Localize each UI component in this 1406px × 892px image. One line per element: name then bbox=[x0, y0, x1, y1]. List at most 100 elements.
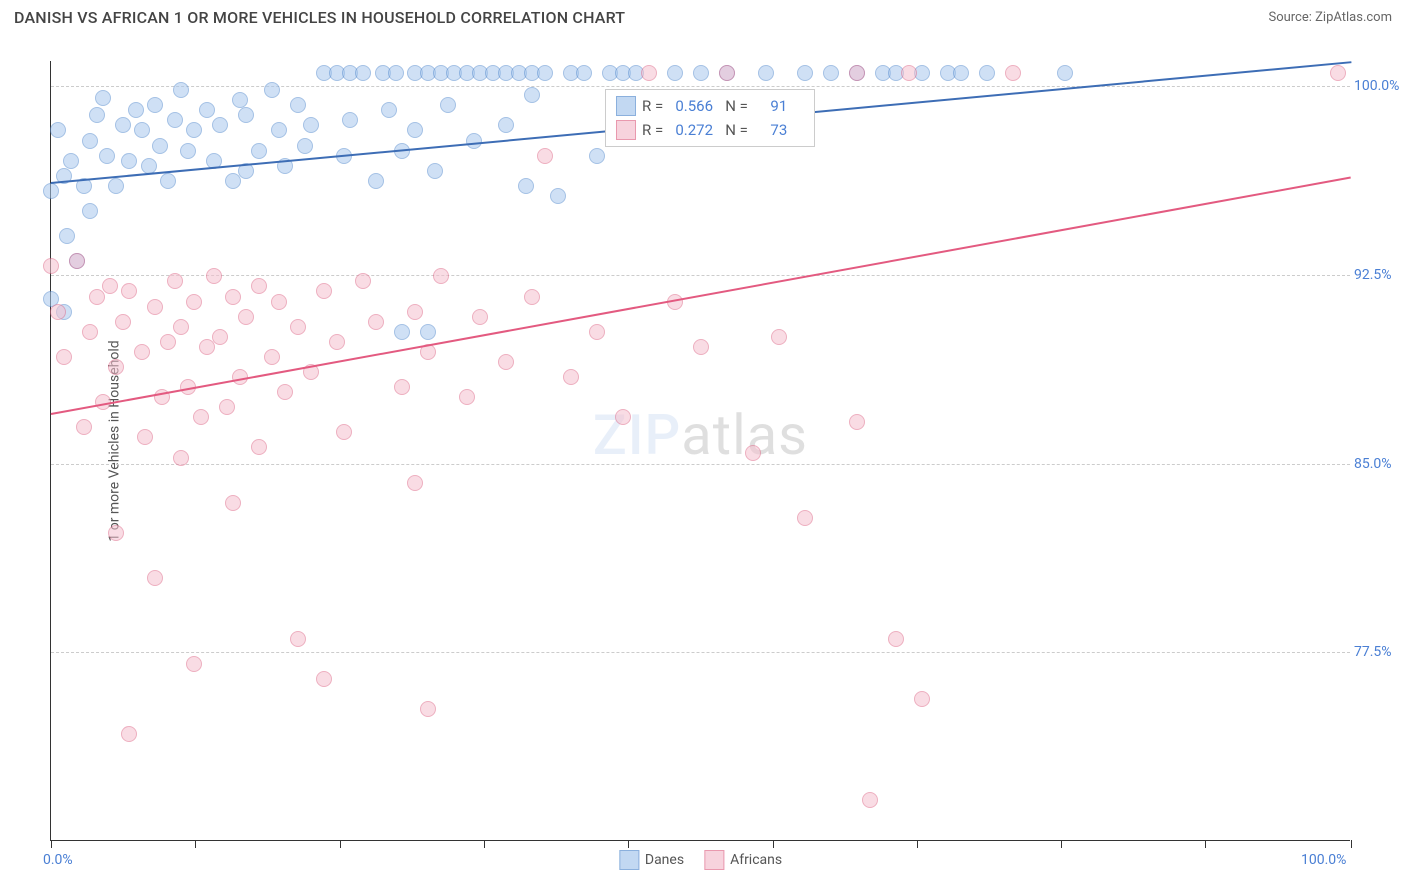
data-point bbox=[459, 389, 475, 405]
data-point bbox=[888, 631, 904, 647]
data-point bbox=[537, 148, 553, 164]
data-point bbox=[50, 122, 66, 138]
data-point bbox=[147, 570, 163, 586]
x-tick-label: 0.0% bbox=[43, 852, 73, 868]
data-point bbox=[82, 133, 98, 149]
data-point bbox=[342, 112, 358, 128]
stat-n-label: N = bbox=[725, 94, 748, 118]
x-tick bbox=[1061, 840, 1062, 848]
data-point bbox=[137, 429, 153, 445]
y-tick-label: 85.0% bbox=[1354, 456, 1406, 472]
data-point bbox=[76, 419, 92, 435]
data-point bbox=[108, 525, 124, 541]
data-point bbox=[108, 359, 124, 375]
stat-n-label: N = bbox=[725, 118, 748, 142]
data-point bbox=[381, 102, 397, 118]
data-point bbox=[524, 289, 540, 305]
data-point bbox=[82, 203, 98, 219]
gridline bbox=[51, 464, 1350, 465]
data-point bbox=[589, 324, 605, 340]
x-tick-label: 100.0% bbox=[1301, 852, 1346, 868]
data-point bbox=[264, 349, 280, 365]
data-point bbox=[121, 283, 137, 299]
x-tick bbox=[195, 840, 196, 848]
data-point bbox=[953, 65, 969, 81]
data-point bbox=[206, 268, 222, 284]
watermark-atlas: atlas bbox=[681, 402, 808, 468]
legend-swatch bbox=[616, 120, 636, 140]
data-point bbox=[576, 65, 592, 81]
data-point bbox=[115, 117, 131, 133]
data-point bbox=[849, 65, 865, 81]
legend-label: Africans bbox=[730, 852, 782, 868]
data-point bbox=[251, 439, 267, 455]
data-point bbox=[1005, 65, 1021, 81]
x-tick bbox=[773, 840, 774, 848]
data-point bbox=[63, 153, 79, 169]
data-point bbox=[43, 183, 59, 199]
legend-swatch bbox=[616, 96, 636, 116]
x-tick bbox=[1351, 840, 1352, 848]
data-point bbox=[115, 314, 131, 330]
data-point bbox=[427, 163, 443, 179]
plot-area: ZIPatlas 77.5%85.0%92.5%100.0%0.0%100.0%… bbox=[50, 61, 1350, 841]
data-point bbox=[1330, 65, 1346, 81]
series-legend: Danes Africans bbox=[619, 850, 782, 870]
data-point bbox=[212, 329, 228, 345]
x-tick bbox=[628, 840, 629, 848]
data-point bbox=[394, 379, 410, 395]
data-point bbox=[823, 65, 839, 81]
data-point bbox=[82, 324, 98, 340]
trend-line bbox=[51, 177, 1351, 415]
data-point bbox=[297, 138, 313, 154]
data-point bbox=[797, 65, 813, 81]
data-point bbox=[108, 178, 124, 194]
x-tick bbox=[1205, 840, 1206, 848]
legend-label: Danes bbox=[645, 852, 684, 868]
stat-r-label: R = bbox=[642, 94, 663, 118]
stat-r-value: 0.566 bbox=[669, 94, 719, 118]
data-point bbox=[693, 65, 709, 81]
data-point bbox=[563, 369, 579, 385]
x-tick bbox=[340, 840, 341, 848]
legend-item: Danes bbox=[619, 850, 684, 870]
data-point bbox=[167, 112, 183, 128]
watermark-zip: ZIP bbox=[593, 402, 681, 468]
data-point bbox=[186, 122, 202, 138]
data-point bbox=[160, 334, 176, 350]
data-point bbox=[745, 445, 761, 461]
data-point bbox=[290, 631, 306, 647]
data-point bbox=[121, 153, 137, 169]
stat-n-value: 91 bbox=[754, 94, 804, 118]
data-point bbox=[797, 510, 813, 526]
data-point bbox=[914, 691, 930, 707]
data-point bbox=[329, 334, 345, 350]
data-point bbox=[141, 158, 157, 174]
data-point bbox=[167, 273, 183, 289]
data-point bbox=[290, 97, 306, 113]
data-point bbox=[771, 329, 787, 345]
data-point bbox=[615, 409, 631, 425]
chart-container: 1 or more Vehicles in Household ZIPatlas… bbox=[0, 31, 1406, 851]
gridline bbox=[51, 86, 1350, 87]
data-point bbox=[238, 107, 254, 123]
y-tick-label: 92.5% bbox=[1354, 267, 1406, 283]
data-point bbox=[160, 173, 176, 189]
data-point bbox=[225, 289, 241, 305]
chart-source: Source: ZipAtlas.com bbox=[1268, 10, 1392, 25]
data-point bbox=[147, 97, 163, 113]
data-point bbox=[121, 726, 137, 742]
stat-r-label: R = bbox=[642, 118, 663, 142]
data-point bbox=[186, 656, 202, 672]
data-point bbox=[498, 117, 514, 133]
data-point bbox=[901, 65, 917, 81]
data-point bbox=[290, 319, 306, 335]
data-point bbox=[69, 253, 85, 269]
data-point bbox=[59, 228, 75, 244]
data-point bbox=[128, 102, 144, 118]
data-point bbox=[518, 178, 534, 194]
data-point bbox=[173, 82, 189, 98]
data-point bbox=[50, 304, 66, 320]
data-point bbox=[719, 65, 735, 81]
legend-swatch bbox=[619, 850, 639, 870]
